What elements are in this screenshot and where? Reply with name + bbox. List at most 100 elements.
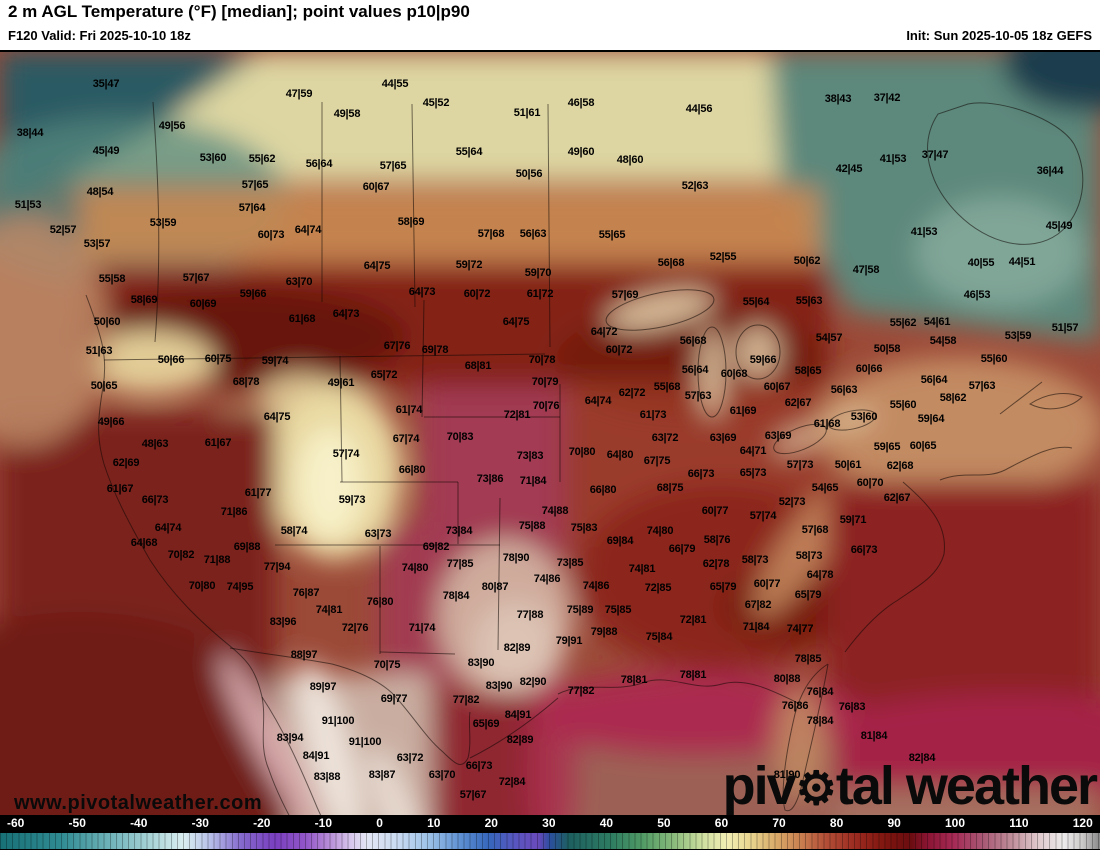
station-value: 55|64 [455,146,483,158]
station-value: 66|80 [398,464,426,476]
station-value: 70|75 [373,659,401,671]
station-value: 78|84 [806,715,834,727]
station-value: 62|69 [112,457,140,469]
station-value: 71|86 [220,506,248,518]
station-value: 69|84 [606,535,634,547]
station-value: 61|68 [288,313,316,325]
station-value: 60|77 [701,505,729,517]
station-value: 54|65 [811,482,839,494]
station-value: 75|84 [645,631,673,643]
station-value: 47|58 [852,264,880,276]
station-value: 88|97 [290,649,318,661]
colorbar-tick-label: 100 [944,816,966,830]
station-value: 44|55 [381,78,409,90]
temperature-map: 35|47 44|55 47|59 45|52 46|58 44|56 49|58 51|61… [0,50,1100,817]
station-value: 60|75 [204,353,232,365]
station-value: 71|84 [519,475,547,487]
station-value: 78|81 [679,669,707,681]
station-value: 59|65 [873,441,901,453]
station-value: 76|84 [806,686,834,698]
station-value: 52|73 [778,496,806,508]
brand-text-pre: piv [722,756,797,816]
temperature-field [0,52,1100,817]
station-value: 73|83 [516,450,544,462]
station-value: 45|49 [1045,220,1073,232]
station-value: 51|63 [85,345,113,357]
station-value: 76|83 [838,701,866,713]
station-value: 74|86 [582,580,610,592]
station-value: 59|71 [839,514,867,526]
station-value: 56|68 [657,257,685,269]
station-value: 74|80 [401,562,429,574]
station-value: 38|44 [16,127,44,139]
station-value: 84|91 [302,750,330,762]
station-value: 49|66 [97,416,125,428]
station-value: 55|60 [889,399,917,411]
station-value: 55|58 [98,273,126,285]
station-value: 66|73 [687,468,715,480]
station-value: 72|76 [341,622,369,634]
station-value: 37|42 [873,92,901,104]
station-value: 83|87 [368,769,396,781]
station-value: 65|79 [794,589,822,601]
station-value: 74|95 [226,581,254,593]
station-value: 57|67 [459,789,487,801]
colorbar: -60 -50 -40 -30 -20 -10 0 10 20 30 40 50 60 70 80 90 100… [0,815,1100,850]
station-value: 54|57 [815,332,843,344]
station-value: 48|60 [616,154,644,166]
station-value: 75|89 [566,604,594,616]
station-value: 79|88 [590,626,618,638]
station-value: 54|61 [923,316,951,328]
station-value: 52|63 [681,180,709,192]
station-value: 61|77 [244,487,272,499]
station-value: 67|76 [383,340,411,352]
station-value: 50|60 [93,316,121,328]
colorbar-tick-label: -30 [191,816,209,830]
station-value: 63|70 [285,276,313,288]
station-value: 49|56 [158,120,186,132]
station-value: 53|59 [1004,330,1032,342]
gear-icon: ⚙ [795,762,837,814]
station-value: 62|78 [702,558,730,570]
station-value: 47|59 [285,88,313,100]
station-value: 60|72 [605,344,633,356]
station-value: 77|82 [567,685,595,697]
colorbar-tick-label: 40 [599,816,614,830]
station-value: 79|91 [555,635,583,647]
station-value: 64|74 [294,224,322,236]
station-value: 49|60 [567,146,595,158]
station-value: 64|73 [408,286,436,298]
station-value: 44|51 [1008,256,1036,268]
station-value: 70|78 [528,354,556,366]
station-value: 64|75 [502,316,530,328]
colorbar-tick-label: 50 [657,816,671,830]
station-value: 57|65 [379,160,407,172]
station-value: 77|88 [516,609,544,621]
station-value: 59|64 [917,413,945,425]
station-value: 65|69 [472,718,500,730]
station-value: 64|75 [263,411,291,423]
colorbar-tick-label: 80 [829,816,844,830]
station-value: 60|67 [763,381,791,393]
station-value: 89|97 [309,681,337,693]
station-value: 55|62 [889,317,917,329]
station-value: 59|72 [455,259,483,271]
station-value: 64|74 [154,522,182,534]
colorbar-segments [0,833,1100,849]
colorbar-tick-label: 90 [887,816,901,830]
station-value: 84|91 [504,709,532,721]
station-value: 74|77 [786,623,814,635]
station-value: 64|72 [590,326,618,338]
station-value: 76|86 [781,700,809,712]
station-value: 64|68 [130,537,158,549]
station-value: 91|100 [321,715,355,727]
station-value: 60|66 [855,363,883,375]
station-value: 58|65 [794,365,822,377]
station-value: 45|52 [422,97,450,109]
station-value: 71|74 [408,622,436,634]
station-value: 73|85 [556,557,584,569]
station-value: 57|73 [786,459,814,471]
station-value: 42|45 [835,163,863,175]
station-value: 50|65 [90,380,118,392]
station-value: 56|63 [830,384,858,396]
